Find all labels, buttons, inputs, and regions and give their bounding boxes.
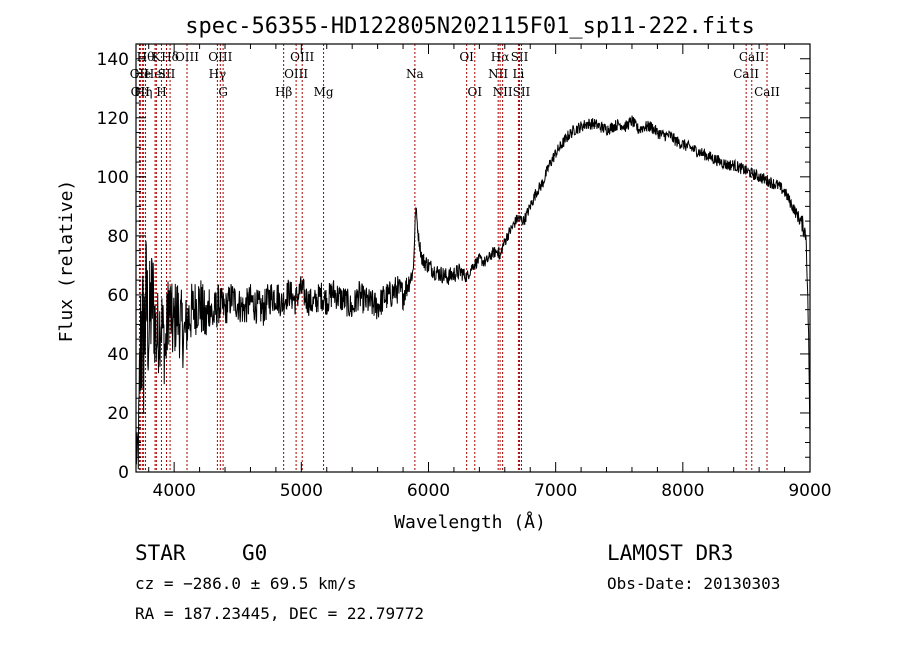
x-tick-label: 4000 <box>153 481 196 501</box>
object-subclass: G0 <box>242 541 267 565</box>
line-label: Li <box>512 67 524 81</box>
line-label: K <box>152 50 162 64</box>
y-tick-label: 80 <box>107 227 129 247</box>
line-label: OIII <box>284 67 308 81</box>
y-tick-label: 40 <box>107 345 129 365</box>
x-tick-label: 5000 <box>280 481 323 501</box>
line-label: SII <box>158 67 176 81</box>
y-axis-label: Flux (relative) <box>56 180 77 343</box>
x-tick-label: 7000 <box>534 481 577 501</box>
x-tick-label: 8000 <box>661 481 704 501</box>
y-tick-label: 120 <box>97 109 129 129</box>
line-label: CaII <box>739 50 765 64</box>
line-label: Hη <box>135 85 153 99</box>
line-label: Na <box>406 67 424 81</box>
line-label: H <box>156 85 166 99</box>
object-class: STAR <box>135 541 186 565</box>
line-label: SII <box>511 50 529 64</box>
observation-date: Obs-Date: 20130303 <box>607 574 780 593</box>
line-label: Hγ <box>209 67 227 81</box>
x-tick-label: 6000 <box>407 481 450 501</box>
line-label: Hβ <box>275 85 292 99</box>
y-tick-label: 100 <box>97 168 129 188</box>
line-label: OI <box>459 50 474 64</box>
line-label: OIII <box>175 50 199 64</box>
x-tick-label: 9000 <box>788 481 831 501</box>
line-label: CaII <box>754 85 780 99</box>
line-label: OIII <box>290 50 314 64</box>
x-axis-label: Wavelength (Å) <box>394 511 546 533</box>
y-tick-label: 0 <box>118 463 129 483</box>
line-label: SII <box>513 85 531 99</box>
line-label: Mg <box>314 85 334 99</box>
y-tick-label: 60 <box>107 286 129 306</box>
line-label: NII <box>488 67 508 81</box>
chart-title: spec-56355-HD122805N202115F01_sp11-222.f… <box>185 14 755 39</box>
line-label: CaII <box>733 67 759 81</box>
line-label: Hα <box>491 50 510 64</box>
line-label: Hθ <box>137 50 155 64</box>
line-label: He <box>134 67 152 81</box>
plot-frame <box>135 43 811 473</box>
redshift-velocity: cz = −286.0 ± 69.5 km/s <box>135 574 357 593</box>
survey-name: LAMOST DR3 <box>607 541 733 565</box>
line-label: OI <box>467 85 482 99</box>
spectrum-line <box>135 115 811 470</box>
line-label: HeI <box>144 67 167 81</box>
y-tick-label: 140 <box>97 50 129 70</box>
line-label: G <box>218 85 228 99</box>
y-tick-label: 20 <box>107 404 129 424</box>
line-label: NII <box>493 85 513 99</box>
coordinates: RA = 187.23445, DEC = 22.79772 <box>135 604 424 623</box>
line-label: OIII <box>208 50 232 64</box>
